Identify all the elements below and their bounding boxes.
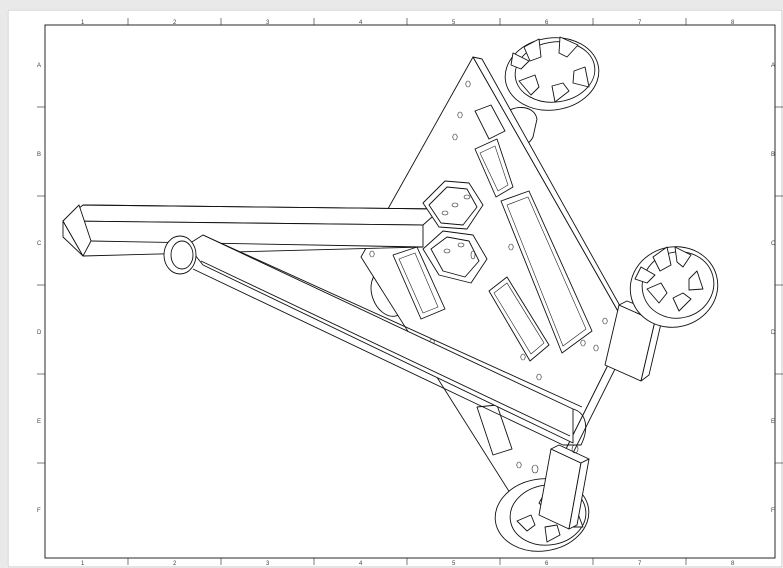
column-label: 7 <box>638 20 642 26</box>
column-label: 1 <box>81 20 85 26</box>
outer-border <box>7 9 783 568</box>
column-label: 4 <box>359 561 363 567</box>
row-label: F <box>37 508 41 514</box>
column-label: 5 <box>452 561 456 567</box>
row-label: E <box>771 419 775 425</box>
column-label: 7 <box>638 561 642 567</box>
column-label: 6 <box>545 20 549 26</box>
row-label: C <box>37 241 42 247</box>
row-label: B <box>37 152 41 158</box>
column-label: 3 <box>266 561 270 567</box>
column-labels-bottom: 1 2 3 4 5 6 7 8 <box>81 561 735 567</box>
drawing-sheet: 1 2 3 4 5 6 7 8 1 2 3 4 5 6 7 8 A B C D … <box>7 9 783 568</box>
zone-ticks <box>37 18 783 565</box>
column-label: 8 <box>731 561 735 567</box>
row-labels-left: A B C D E F <box>37 63 42 514</box>
row-label: D <box>771 330 776 336</box>
column-label: 4 <box>359 20 363 26</box>
column-labels-top: 1 2 3 4 5 6 7 8 <box>81 20 735 26</box>
wheel-top <box>504 36 600 111</box>
square-tube-arm <box>62 204 442 257</box>
column-label: 1 <box>81 561 85 567</box>
frame-assembly <box>62 36 719 552</box>
row-label: C <box>771 241 776 247</box>
row-labels-right: A B C D E F <box>771 63 776 514</box>
base-plate <box>360 56 635 528</box>
row-label: F <box>771 508 775 514</box>
row-label: A <box>771 63 775 69</box>
row-label: B <box>771 152 775 158</box>
clamp-block <box>422 180 488 284</box>
round-tube-arm <box>163 234 587 446</box>
column-label: 3 <box>266 20 270 26</box>
column-label: 2 <box>173 20 177 26</box>
drawing-canvas: 1 2 3 4 5 6 7 8 1 2 3 4 5 6 7 8 A B C D … <box>7 9 783 568</box>
column-label: 5 <box>452 20 456 26</box>
column-label: 2 <box>173 561 177 567</box>
column-label: 8 <box>731 20 735 26</box>
caster-right <box>604 246 719 382</box>
row-label: A <box>37 63 41 69</box>
row-label: D <box>37 330 42 336</box>
row-label: E <box>37 419 41 425</box>
column-label: 6 <box>545 561 549 567</box>
inner-border <box>44 24 776 559</box>
wheel-bottom <box>494 444 590 552</box>
